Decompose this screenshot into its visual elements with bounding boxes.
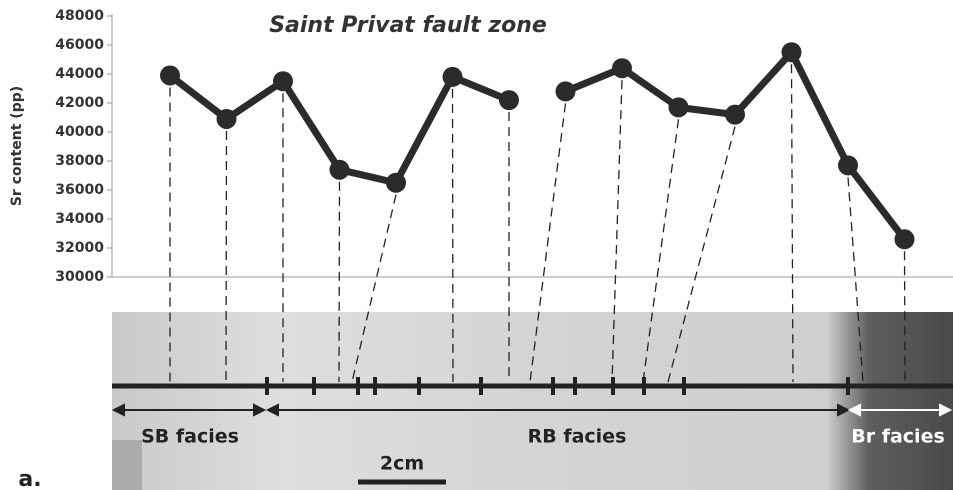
- y-tick-label: 38000: [55, 153, 104, 169]
- facies-label: Br facies: [851, 426, 945, 448]
- data-point: [838, 155, 858, 176]
- data-point: [329, 159, 350, 180]
- y-tick-label: 40000: [55, 124, 104, 140]
- y-axis-label: Sr content (pp): [9, 86, 25, 206]
- y-tick-label: 30000: [55, 269, 104, 285]
- data-point: [894, 229, 915, 250]
- y-tick-label: 42000: [55, 95, 104, 111]
- y-tick-label: 34000: [55, 211, 104, 227]
- data-point: [442, 66, 463, 87]
- y-tick-label: 46000: [55, 37, 104, 53]
- correlation-line: [338, 181, 341, 383]
- chart-title: Saint Privat fault zone: [269, 13, 547, 38]
- data-point: [386, 172, 406, 193]
- data-point: [555, 81, 576, 102]
- data-point: [216, 108, 237, 129]
- correlation-line: [351, 194, 397, 383]
- correlation-line: [611, 80, 623, 383]
- y-tick-label: 44000: [55, 66, 104, 82]
- facies-arrows: [111, 403, 851, 417]
- correlation-line: [847, 177, 864, 383]
- correlation-line: [451, 88, 454, 383]
- facies-label: RB facies: [528, 426, 627, 448]
- correlation-line: [225, 130, 228, 383]
- data-point: [781, 42, 802, 63]
- sample-ticks: [265, 377, 850, 395]
- data-point: [160, 65, 180, 86]
- facies-label: SB facies: [141, 426, 239, 448]
- data-point: [273, 71, 293, 92]
- rock-shadow: [112, 440, 142, 490]
- data-line: [564, 48, 908, 242]
- y-tick-label: 48000: [55, 8, 104, 24]
- correlation-line: [790, 64, 794, 383]
- data-point: [668, 97, 689, 118]
- data-point: [499, 90, 519, 111]
- data-point: [612, 58, 632, 79]
- correlation-line: [529, 103, 567, 383]
- rock-photo: [112, 312, 953, 490]
- data-point: [725, 104, 745, 125]
- br-arrow: [847, 403, 953, 417]
- y-tick-label: 32000: [55, 240, 104, 256]
- correlation-line: [903, 251, 906, 383]
- y-tick-label: 36000: [55, 182, 104, 198]
- scale-label: 2cm: [380, 453, 424, 475]
- panel-label: a.: [18, 467, 41, 490]
